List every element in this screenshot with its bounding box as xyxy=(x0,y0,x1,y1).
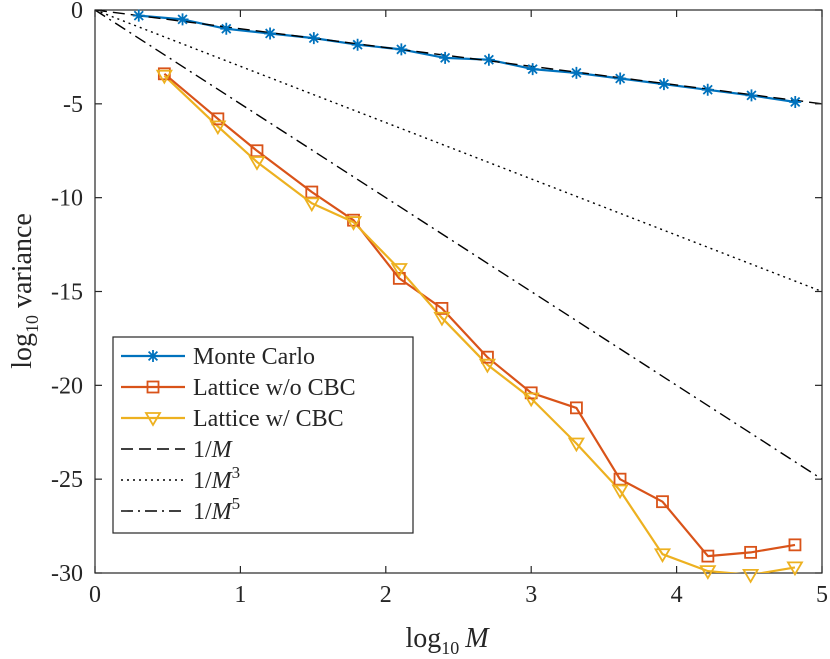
series-line-monte-carlo xyxy=(138,14,796,104)
legend-marker-lattice-w-cbc xyxy=(144,412,162,427)
data-point-lattice-w-cbc xyxy=(390,263,408,278)
y-axis-label-sub: 10 xyxy=(22,315,42,333)
data-point-lattice-w-cbc xyxy=(522,392,540,408)
legend-label-1-m-3: 1/M3 xyxy=(193,463,240,494)
y-tick-label: -20 xyxy=(51,373,83,399)
data-point-lattice-w-cbc xyxy=(653,548,672,564)
x-tick-label: 5 xyxy=(816,582,828,608)
legend-label-1-m-5: 1/M5 xyxy=(193,494,240,525)
data-point-lattice-w-o-cbc xyxy=(701,549,715,563)
legend: Monte Carlo Lattice w/o CBC Lattice w/ CBC… xyxy=(112,336,414,534)
data-point-lattice-w-cbc xyxy=(209,120,227,136)
legend-label-lattice-w-cbc: Lattice w/ CBC xyxy=(193,406,344,432)
data-point-lattice-w-o-cbc xyxy=(392,271,406,285)
data-point-monte-carlo xyxy=(176,13,189,26)
x-tick-label: 3 xyxy=(525,582,537,608)
legend-box xyxy=(112,336,414,534)
series-line-1-m-3 xyxy=(95,10,822,293)
legend-marker-monte-carlo xyxy=(147,350,159,362)
legend-label-text: Lattice w/ CBC xyxy=(193,406,344,432)
series-line-lattice-w-cbc xyxy=(163,74,796,573)
legend-label-1-m: 1/M xyxy=(193,437,234,463)
series-line-1-m-5 xyxy=(95,10,822,480)
data-point-lattice-w-cbc xyxy=(786,561,804,577)
data-point-lattice-w-o-cbc xyxy=(788,538,802,552)
data-point-monte-carlo xyxy=(132,9,145,22)
x-axis-label-sub: 10 xyxy=(441,638,459,658)
x-axis-label-var: M xyxy=(464,623,490,654)
data-point-lattice-w-o-cbc xyxy=(481,350,494,364)
legend-label-monte-carlo: Monte Carlo xyxy=(193,344,315,370)
data-point-lattice-w-o-cbc xyxy=(435,301,449,315)
data-point-monte-carlo xyxy=(526,63,539,76)
data-point-lattice-w-cbc xyxy=(567,437,585,453)
ticks-layer: 0 1 2 3 4 5 0 -5 -10 -15 -20 -25 -30 xyxy=(51,0,828,608)
data-point-lattice-w-cbc xyxy=(248,156,266,171)
data-point-monte-carlo xyxy=(351,38,364,51)
data-point-monte-carlo xyxy=(570,66,583,79)
y-tick-label: 0 xyxy=(71,0,83,24)
x-tick-label: 0 xyxy=(89,582,101,608)
legend-label-prefix: 1/ xyxy=(193,468,212,494)
data-point-lattice-w-o-cbc xyxy=(570,401,583,415)
data-point-monte-carlo xyxy=(307,32,320,45)
data-point-lattice-w-cbc xyxy=(699,565,717,580)
legend-marker-lattice-w-o-cbc xyxy=(146,380,160,394)
data-point-lattice-w-cbc xyxy=(742,568,760,584)
y-tick-label: -25 xyxy=(51,467,83,493)
data-point-lattice-w-cbc xyxy=(303,197,321,213)
y-axis-label-rest: variance xyxy=(7,213,38,308)
legend-label-text: Monte Carlo xyxy=(193,344,315,370)
legend-label-text: Lattice w/o CBC xyxy=(193,375,356,401)
data-point-monte-carlo xyxy=(264,27,277,40)
data-point-lattice-w-o-cbc xyxy=(744,545,758,559)
x-tick-label: 1 xyxy=(234,582,246,608)
legend-label-lattice-w-o-cbc: Lattice w/o CBC xyxy=(193,375,356,401)
data-point-lattice-w-cbc xyxy=(611,484,629,500)
series-layer xyxy=(95,10,822,573)
series-line-lattice-w-o-cbc xyxy=(163,72,796,558)
data-point-monte-carlo xyxy=(395,43,408,56)
data-point-monte-carlo xyxy=(482,53,495,66)
x-axis-label: log10 M xyxy=(405,623,490,658)
legend-label-prefix: 1/ xyxy=(193,437,212,463)
y-axis-label: log10 variance xyxy=(7,213,42,369)
legend-label-exponent: 5 xyxy=(232,494,241,513)
legend-label-var: M xyxy=(211,468,234,494)
y-tick-label: -10 xyxy=(51,186,83,212)
data-point-monte-carlo xyxy=(745,89,758,102)
data-point-monte-carlo xyxy=(657,78,670,91)
x-tick-label: 2 xyxy=(380,582,392,608)
legend-label-exponent: 3 xyxy=(232,463,241,482)
markers-layer xyxy=(132,9,804,584)
x-axis-label-base: log xyxy=(405,623,441,654)
data-point-monte-carlo xyxy=(439,51,452,64)
legend-label-var: M xyxy=(211,437,234,463)
data-point-lattice-w-o-cbc xyxy=(211,112,225,126)
y-tick-label: -30 xyxy=(51,561,83,587)
data-point-lattice-w-cbc xyxy=(155,69,173,85)
legend-label-var: M xyxy=(211,499,234,525)
data-point-lattice-w-o-cbc xyxy=(656,495,669,509)
y-tick-label: -15 xyxy=(51,280,83,306)
series-line-1-m xyxy=(95,10,822,105)
data-point-monte-carlo xyxy=(701,83,714,96)
data-point-lattice-w-cbc xyxy=(478,358,497,374)
data-point-lattice-w-cbc xyxy=(344,216,363,231)
data-point-monte-carlo xyxy=(220,22,233,35)
data-point-monte-carlo xyxy=(614,72,627,85)
data-point-monte-carlo xyxy=(789,95,802,108)
y-tick-label: -5 xyxy=(63,92,83,118)
legend-label-prefix: 1/ xyxy=(193,499,212,525)
y-axis-label-base: log xyxy=(7,333,38,369)
data-point-lattice-w-cbc xyxy=(433,311,451,327)
x-tick-label: 4 xyxy=(671,582,683,608)
